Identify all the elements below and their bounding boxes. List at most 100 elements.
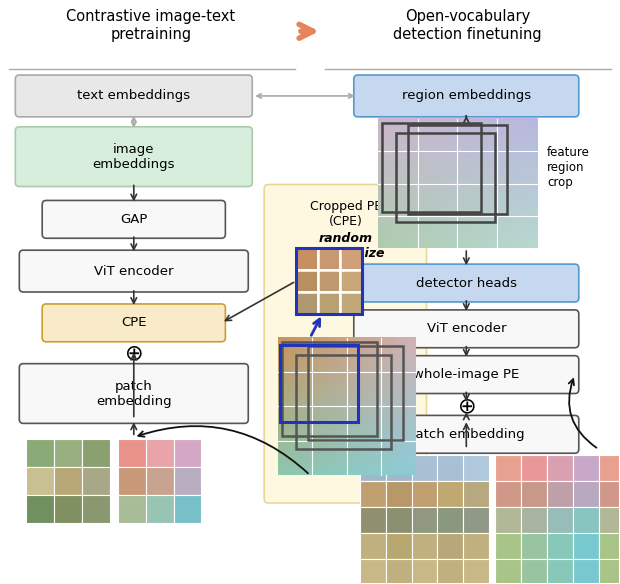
Text: $\oplus$: $\oplus$ [457,398,476,418]
Bar [547,481,573,507]
Bar [296,248,361,314]
FancyBboxPatch shape [16,75,252,117]
Bar [438,481,463,507]
Text: whole-image PE: whole-image PE [413,368,520,381]
FancyBboxPatch shape [354,415,579,453]
Bar [174,495,202,523]
Bar [386,559,412,584]
Bar [573,455,599,481]
Text: text embeddings: text embeddings [78,89,190,102]
Bar [521,455,547,481]
Bar [521,481,547,507]
Bar [463,533,489,559]
Bar [463,455,489,481]
Bar [463,507,489,533]
Bar [547,533,573,559]
Bar [146,467,174,495]
FancyBboxPatch shape [354,356,579,394]
Bar [599,559,620,584]
Bar [438,559,463,584]
Bar [412,559,438,584]
Bar [82,467,110,495]
Bar [495,559,521,584]
Bar [495,455,521,481]
Bar [340,248,361,270]
Bar [280,345,358,422]
Bar [308,346,402,440]
Bar [26,439,54,467]
Bar [296,248,318,270]
Bar [521,533,547,559]
FancyBboxPatch shape [264,185,427,503]
Bar [495,481,521,507]
Bar [438,533,463,559]
Text: Open-vocabulary
detection finetuning: Open-vocabulary detection finetuning [393,9,542,41]
Bar [412,455,438,481]
Bar [599,533,620,559]
Text: ViT encoder: ViT encoder [427,322,506,335]
Bar [438,507,463,533]
Bar [495,507,521,533]
Bar [26,495,54,523]
Bar [547,507,573,533]
Bar [463,481,489,507]
Bar [340,270,361,292]
FancyBboxPatch shape [19,364,248,423]
Bar [318,292,340,314]
Bar [282,342,377,436]
Bar [146,439,174,467]
Bar [412,481,438,507]
Text: feature
region
crop: feature region crop [547,145,590,189]
Text: Contrastive image-text
pretraining: Contrastive image-text pretraining [66,9,235,41]
FancyBboxPatch shape [354,75,579,117]
Bar [573,533,599,559]
Bar [521,507,547,533]
Bar [174,467,202,495]
FancyBboxPatch shape [42,200,226,238]
Bar [599,455,620,481]
Bar [296,354,391,449]
Bar [547,559,573,584]
Bar [146,495,174,523]
Bar [360,507,386,533]
Bar [573,481,599,507]
Bar [599,507,620,533]
Bar [54,439,82,467]
Bar [118,495,146,523]
FancyBboxPatch shape [42,304,226,342]
Bar [296,292,318,314]
Bar [573,507,599,533]
Bar [412,507,438,533]
Bar [296,270,318,292]
Bar [412,533,438,559]
Bar [82,495,110,523]
Bar [547,455,573,481]
Text: ViT encoder: ViT encoder [94,265,174,277]
Bar [386,533,412,559]
Bar [174,439,202,467]
Text: detector heads: detector heads [416,277,517,290]
FancyBboxPatch shape [16,127,252,186]
Bar [386,455,412,481]
Text: patch
embedding: patch embedding [96,380,172,408]
Bar [495,533,521,559]
Text: patch embedding: patch embedding [407,428,525,441]
Text: Cropped PE
(CPE): Cropped PE (CPE) [310,200,382,228]
Text: region embeddings: region embeddings [402,89,531,102]
Bar [382,123,481,213]
FancyBboxPatch shape [19,250,248,292]
Bar [360,533,386,559]
Bar [386,507,412,533]
Bar [463,559,489,584]
Text: random
crop-resize: random crop-resize [306,232,385,260]
Bar [407,125,507,214]
Bar [118,467,146,495]
Text: CPE: CPE [121,317,146,329]
Text: GAP: GAP [120,213,148,226]
Bar [82,439,110,467]
Text: image
embeddings: image embeddings [92,142,175,171]
Bar [318,248,340,270]
Bar [521,559,547,584]
Bar [360,559,386,584]
Bar [438,455,463,481]
